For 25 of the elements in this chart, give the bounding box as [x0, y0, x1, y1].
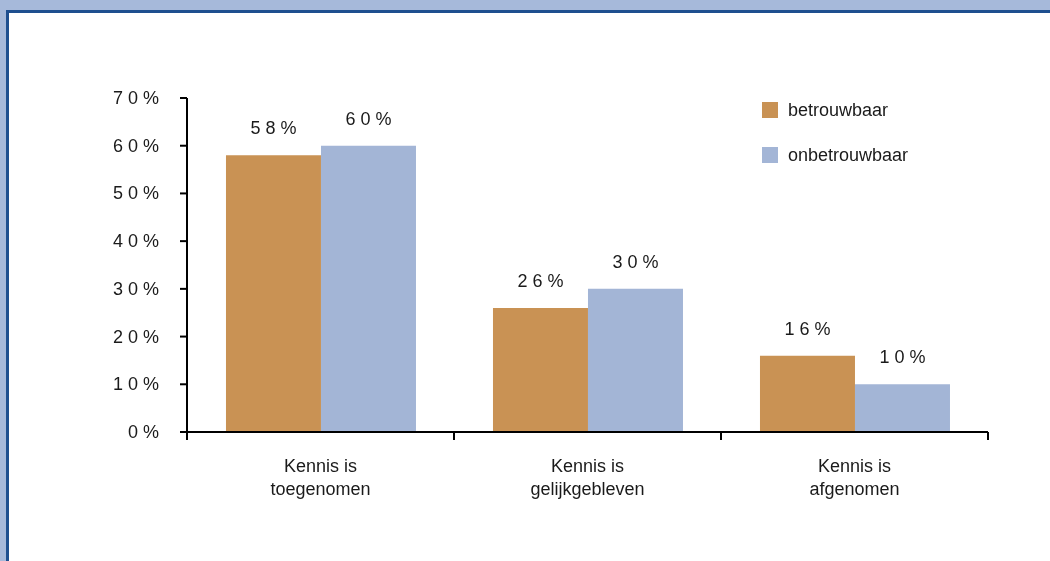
data-label: 10%	[879, 347, 931, 368]
data-label: 58%	[250, 118, 302, 139]
legend-label: betrouwbaar	[788, 100, 889, 120]
y-tick-label: 40%	[112, 231, 164, 252]
x-tick-label: Kennis is toegenomen	[270, 456, 371, 499]
bar	[759, 355, 855, 432]
bar	[225, 155, 321, 432]
y-tick-label: 30%	[112, 278, 164, 299]
bar	[320, 145, 416, 432]
x-tick-label: Kennis is afgenomen	[809, 456, 900, 499]
y-tick-label: 20%	[112, 326, 164, 347]
bar	[854, 384, 950, 432]
bar	[492, 307, 588, 432]
y-tick-label: 0%	[127, 422, 164, 442]
legend-label: onbetrouwbaar	[788, 145, 909, 165]
y-tick-label: 50%	[112, 183, 164, 204]
y-tick-label: 70%	[112, 88, 164, 108]
data-label: 60%	[345, 108, 397, 129]
bar	[587, 288, 683, 432]
y-tick-label: 60%	[112, 135, 164, 156]
data-label: 16%	[784, 318, 836, 339]
data-label: 26%	[517, 270, 569, 291]
x-tick-label: Kennis is gelijkgebleven	[530, 456, 645, 499]
y-tick-label: 10%	[112, 374, 164, 395]
data-label: 30%	[612, 251, 664, 272]
